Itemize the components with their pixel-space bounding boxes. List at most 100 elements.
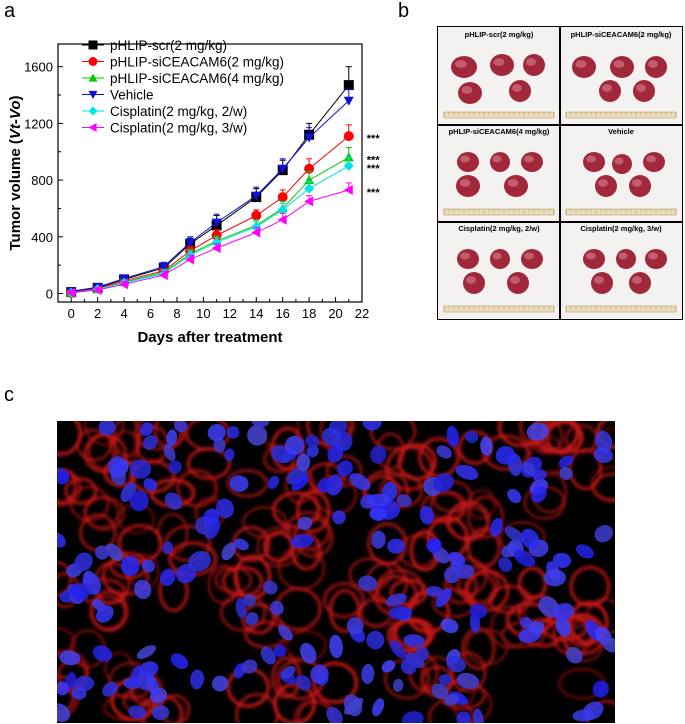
cell-nucleus [520,528,540,550]
cell-nucleus [134,579,152,600]
tumor-highlight [575,60,587,68]
cell-nucleus [166,429,178,447]
cell-nucleus [469,603,487,619]
cell-membrane [64,477,98,505]
cell-nucleus [57,681,70,696]
cell-nucleus [168,460,182,474]
cell-nucleus [235,597,247,619]
cell-nucleus [464,430,479,444]
cell-nucleus [498,556,513,573]
data-point [277,164,288,174]
data-point [88,40,98,50]
y-tick-label: 400 [31,230,53,245]
legend-label: Cisplatin(2 mg/kg, 3/w) [110,121,247,136]
tumor-photo [565,56,677,119]
cell-membrane [305,421,355,448]
x-tick-label: 2 [94,306,101,321]
data-point [251,191,262,201]
cell-membrane [156,512,189,555]
data-point [343,96,354,106]
cell-nucleus [387,538,406,554]
data-point [66,287,76,298]
cell-membrane [235,693,279,723]
photo-caption: Vehicle [608,127,634,136]
tumor-highlight [648,252,658,260]
cell-membrane [449,651,487,693]
cell-nucleus [400,658,417,675]
tumor-photo-cell: Vehicle [560,124,682,221]
data-point [158,262,169,272]
cell-nucleus [582,701,604,720]
cell-membrane [569,565,611,608]
x-tick-label: 18 [302,306,316,321]
x-tick-label: 22 [355,306,369,321]
photo-caption: Cisplatin(2 mg/kg, 3/w) [580,224,662,233]
cell-nucleus [495,445,516,465]
cell-nucleus [522,461,536,476]
series-line [71,156,350,294]
grid-divider [438,221,682,223]
cell-nucleus [344,697,364,715]
x-tick-label: 10 [196,306,210,321]
cell-nucleus [107,456,126,477]
cell-nucleus [456,672,480,690]
legend-label: pHLIP-siCEACAM6(2 mg/kg) [110,55,284,70]
data-point [88,106,98,116]
cell-nucleus [336,460,353,477]
cell-membrane [84,421,125,446]
legend-label: Vehicle [110,88,154,103]
cell-membrane [369,421,417,451]
cell-membrane [57,560,72,597]
cell-nucleus [513,549,536,567]
cell-nucleus [285,435,305,456]
cell-nucleus [446,425,459,448]
cell-nucleus [57,532,66,548]
cell-nucleus [190,669,205,690]
data-point [211,243,221,254]
data-point [343,160,354,171]
cell-membrane [226,469,268,498]
cell-nucleus [385,593,407,607]
cell-nucleus [326,706,343,723]
cell-nucleus [57,468,70,485]
cell-nucleus [164,492,183,510]
cell-nucleus [143,478,158,491]
cell-membrane [214,566,253,595]
cell-nucleus [280,665,296,679]
cell-nucleus [170,653,189,670]
tumor-highlight [524,252,534,260]
cell-nucleus [389,640,406,659]
cell-nucleus [575,544,594,559]
cell-nucleus [162,541,174,555]
data-point [304,133,315,143]
tumor-specimen [457,249,479,269]
cell-nucleus [291,474,309,491]
cell-nucleus [440,618,459,634]
cell-nucleus [361,664,375,684]
y-tick-label: 0 [46,286,53,301]
tumor-highlight [526,58,536,66]
data-point [277,204,288,215]
cell-nucleus [555,616,571,637]
cell-nucleus [436,445,452,459]
cell-nucleus [207,424,226,442]
series-5 [66,182,353,298]
data-point [343,131,354,142]
photo-caption: pHLIP-scr(2 mg/kg) [464,30,534,39]
cell-nucleus [595,430,613,453]
tumor-specimen [457,152,479,172]
micrograph-image [57,421,615,723]
cell-nucleus [369,507,387,521]
data-point [88,73,98,82]
tumor-photo-cell: pHLIP-siCEACAM6(2 mg/kg) [560,27,682,124]
immunofluorescence-micrograph [57,421,615,723]
cell-membrane [322,581,366,619]
cell-nucleus [456,711,471,723]
cell-nucleus [213,437,226,453]
cell-nucleus [74,552,93,572]
cell-nucleus [425,585,443,597]
tumor-highlight [492,155,502,163]
x-axis-label: Days after treatment [137,329,282,346]
series-line [71,189,349,294]
cell-nucleus [159,568,176,587]
